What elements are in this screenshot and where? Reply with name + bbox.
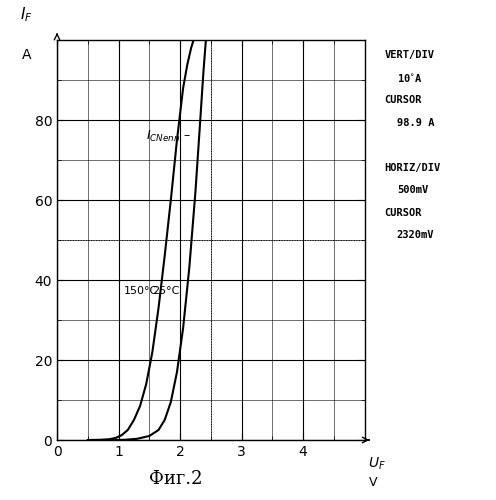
Text: 2320mV: 2320mV xyxy=(397,230,434,240)
Text: 25°C: 25°C xyxy=(152,286,180,296)
Text: VERT/DIV: VERT/DIV xyxy=(384,50,434,60)
Text: 500mV: 500mV xyxy=(397,185,428,195)
Text: CURSOR: CURSOR xyxy=(384,95,422,105)
Text: 10$^{\circ}$A: 10$^{\circ}$A xyxy=(397,72,422,85)
Text: 150°C: 150°C xyxy=(124,286,158,296)
Text: HORIZ/DIV: HORIZ/DIV xyxy=(384,162,440,172)
Text: V: V xyxy=(369,476,377,489)
Text: A: A xyxy=(21,48,31,62)
Text: CURSOR: CURSOR xyxy=(384,208,422,218)
Text: Фиг.2: Фиг.2 xyxy=(149,470,203,488)
Text: 98.9 A: 98.9 A xyxy=(397,118,434,128)
Text: $U_F$: $U_F$ xyxy=(368,456,385,472)
Text: $I_{CNenn}$ –: $I_{CNenn}$ – xyxy=(146,129,191,144)
Text: $I_F$: $I_F$ xyxy=(20,6,33,24)
